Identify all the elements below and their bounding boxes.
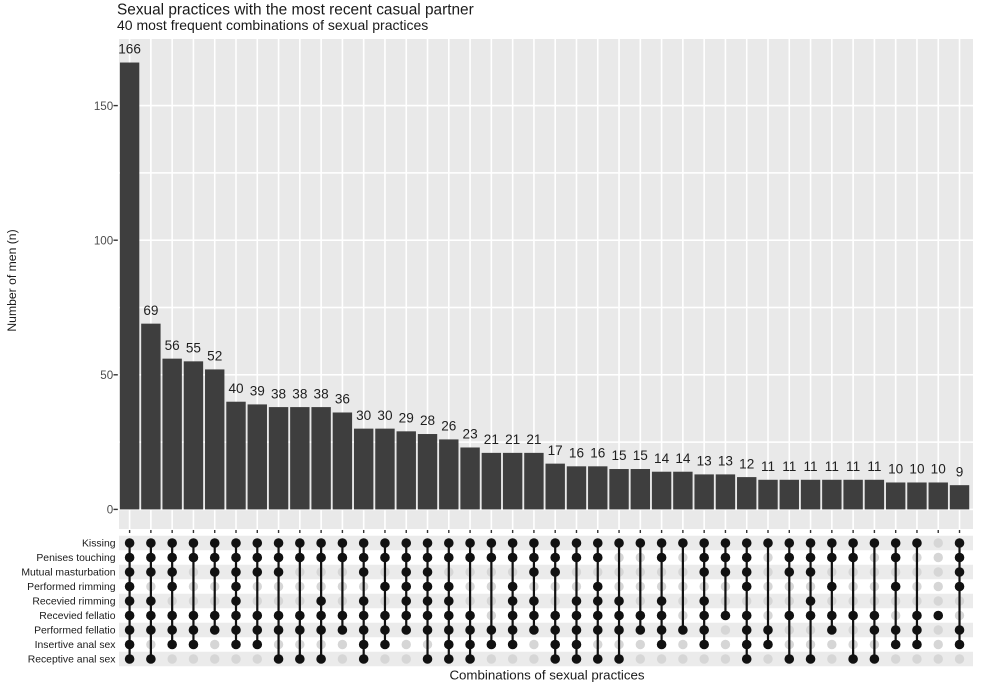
svg-text:52: 52 [207,349,222,364]
svg-text:21: 21 [526,432,541,447]
svg-text:15: 15 [633,448,648,463]
svg-text:Kissing: Kissing [82,539,116,550]
svg-text:15: 15 [611,448,626,463]
svg-text:11: 11 [867,459,881,474]
svg-text:Recevied fellatio: Recevied fellatio [39,611,115,622]
svg-text:40: 40 [228,381,244,396]
svg-text:11: 11 [761,459,775,474]
svg-text:40 most frequent combinations: 40 most frequent combinations of sexual … [117,17,428,33]
svg-text:10: 10 [931,462,947,477]
svg-text:30: 30 [356,408,372,423]
svg-text:14: 14 [675,451,691,466]
svg-text:21: 21 [484,432,499,447]
svg-text:100: 100 [94,234,113,247]
svg-text:Recevied rimming: Recevied rimming [32,597,115,608]
svg-text:166: 166 [118,42,141,57]
svg-text:55: 55 [186,341,201,356]
svg-text:9: 9 [956,464,964,479]
svg-text:150: 150 [94,100,113,113]
svg-text:11: 11 [782,459,796,474]
svg-text:16: 16 [569,446,584,461]
svg-text:11: 11 [825,459,839,474]
svg-text:Insertive anal sex: Insertive anal sex [35,640,117,651]
svg-text:23: 23 [463,427,478,442]
svg-text:30: 30 [377,408,393,423]
svg-text:21: 21 [505,432,520,447]
svg-text:38: 38 [292,386,307,401]
svg-text:Number of men (n): Number of men (n) [5,229,19,331]
svg-text:38: 38 [271,386,286,401]
svg-text:Combinations of sexual practic: Combinations of sexual practices [449,668,644,683]
svg-text:13: 13 [718,454,733,469]
svg-text:17: 17 [548,443,563,458]
svg-text:14: 14 [654,451,670,466]
svg-text:Sexual practices with the most: Sexual practices with the most recent ca… [117,1,474,18]
svg-text:10: 10 [888,462,904,477]
svg-text:69: 69 [143,303,158,318]
svg-text:11: 11 [803,459,817,474]
svg-text:Mutual masturbation: Mutual masturbation [21,568,115,579]
svg-text:0: 0 [107,504,113,517]
svg-text:Performed fellatio: Performed fellatio [34,626,116,637]
svg-text:29: 29 [399,411,414,426]
svg-text:28: 28 [420,413,435,428]
svg-text:50: 50 [100,369,113,382]
svg-text:36: 36 [335,392,350,407]
svg-text:26: 26 [441,419,456,434]
svg-text:12: 12 [739,456,754,471]
svg-text:Receptive anal sex: Receptive anal sex [28,655,117,666]
svg-text:11: 11 [846,459,860,474]
svg-text:13: 13 [697,454,712,469]
svg-text:56: 56 [165,338,180,353]
svg-text:Performed rimming: Performed rimming [27,582,116,593]
svg-text:39: 39 [250,384,265,399]
svg-text:Penises touching: Penises touching [36,553,115,564]
svg-text:10: 10 [909,462,925,477]
svg-text:38: 38 [314,386,329,401]
svg-text:16: 16 [590,446,605,461]
